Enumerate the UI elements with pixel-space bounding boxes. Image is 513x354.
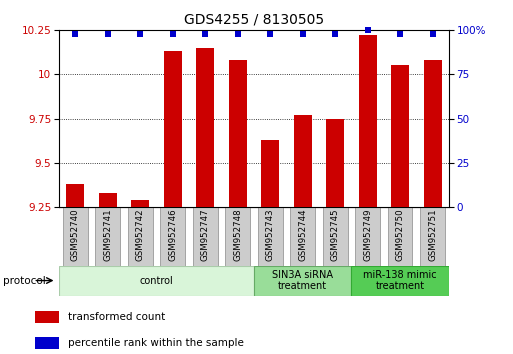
Text: protocol: protocol xyxy=(3,275,45,286)
FancyBboxPatch shape xyxy=(128,207,152,266)
Bar xyxy=(294,115,311,207)
Bar xyxy=(261,140,279,207)
FancyBboxPatch shape xyxy=(258,207,283,266)
Text: percentile rank within the sample: percentile rank within the sample xyxy=(68,338,244,348)
FancyBboxPatch shape xyxy=(193,207,218,266)
Bar xyxy=(196,48,214,207)
Bar xyxy=(229,60,247,207)
Bar xyxy=(164,51,182,207)
Text: GSM952742: GSM952742 xyxy=(136,209,145,262)
Text: GSM952740: GSM952740 xyxy=(71,209,80,262)
Text: GSM952748: GSM952748 xyxy=(233,209,242,262)
Text: GSM952749: GSM952749 xyxy=(363,209,372,261)
Bar xyxy=(35,337,58,349)
Bar xyxy=(359,35,377,207)
Title: GDS4255 / 8130505: GDS4255 / 8130505 xyxy=(184,12,324,26)
FancyBboxPatch shape xyxy=(95,207,120,266)
FancyBboxPatch shape xyxy=(290,207,315,266)
FancyBboxPatch shape xyxy=(356,207,380,266)
FancyBboxPatch shape xyxy=(161,207,185,266)
Bar xyxy=(99,193,116,207)
FancyBboxPatch shape xyxy=(351,266,449,296)
Text: GSM952746: GSM952746 xyxy=(168,209,177,262)
Bar xyxy=(66,184,84,207)
Bar xyxy=(424,60,442,207)
Bar xyxy=(131,200,149,207)
Text: transformed count: transformed count xyxy=(68,312,165,322)
Text: GSM952743: GSM952743 xyxy=(266,209,274,262)
Bar xyxy=(35,311,58,323)
Text: GSM952744: GSM952744 xyxy=(298,209,307,262)
FancyBboxPatch shape xyxy=(323,207,347,266)
FancyBboxPatch shape xyxy=(388,207,412,266)
Text: GSM952745: GSM952745 xyxy=(331,209,340,262)
FancyBboxPatch shape xyxy=(59,266,254,296)
FancyBboxPatch shape xyxy=(420,207,445,266)
Text: GSM952747: GSM952747 xyxy=(201,209,210,262)
Bar xyxy=(391,65,409,207)
Text: miR-138 mimic
treatment: miR-138 mimic treatment xyxy=(363,270,437,291)
Text: GSM952750: GSM952750 xyxy=(396,209,405,262)
Text: GSM952751: GSM952751 xyxy=(428,209,437,262)
Text: control: control xyxy=(140,275,173,286)
FancyBboxPatch shape xyxy=(63,207,88,266)
Bar xyxy=(326,119,344,207)
Text: GSM952741: GSM952741 xyxy=(103,209,112,262)
FancyBboxPatch shape xyxy=(225,207,250,266)
FancyBboxPatch shape xyxy=(254,266,351,296)
Text: SIN3A siRNA
treatment: SIN3A siRNA treatment xyxy=(272,270,333,291)
